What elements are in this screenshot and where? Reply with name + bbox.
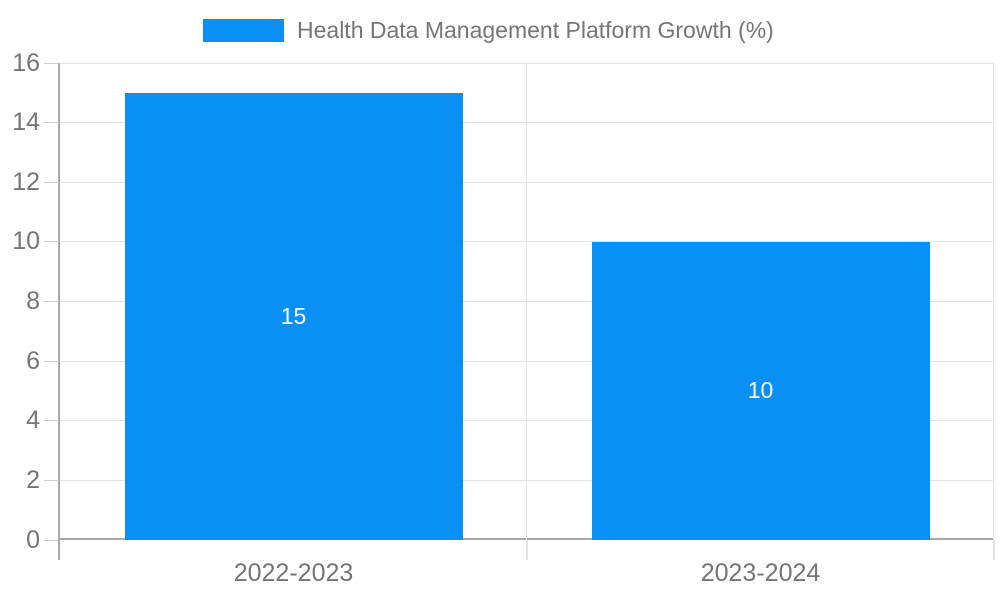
y-axis-tick: [44, 360, 59, 362]
y-axis-tick-label: 16: [12, 48, 40, 77]
y-axis-tick-label: 4: [26, 406, 40, 435]
y-axis-tick: [44, 301, 59, 302]
y-gridline: [60, 420, 994, 422]
y-axis-tick-label: 12: [12, 167, 40, 196]
y-axis-tick-label: 0: [26, 525, 40, 554]
category-separator-gridline: [526, 63, 527, 540]
legend-series-label: Health Data Management Platform Growth (…: [297, 17, 774, 43]
y-gridline: [60, 62, 994, 64]
y-gridline: [60, 479, 994, 481]
y-gridline: [60, 241, 994, 243]
y-axis-tick: [44, 181, 59, 183]
y-axis-tick-label: 2: [26, 465, 40, 494]
bar-value-label: 10: [747, 377, 774, 404]
y-gridline: [60, 181, 994, 183]
y-axis-tick-label: 8: [26, 287, 40, 315]
y-axis-tick-label: 10: [12, 227, 40, 256]
legend-color-swatch: [203, 19, 284, 42]
y-axis-overhang: [58, 540, 60, 560]
bar-2023-2024[interactable]: 10: [591, 241, 930, 540]
y-gridline: [60, 360, 994, 362]
x-axis-category-label: 2023-2024: [700, 559, 821, 587]
y-axis-tick: [44, 62, 59, 64]
x-axis-baseline: [60, 538, 994, 540]
bar-value-label: 15: [280, 302, 307, 329]
y-axis-tick: [44, 122, 59, 124]
x-axis-category-label: 2022-2023: [233, 559, 354, 587]
y-axis-tick: [44, 539, 59, 541]
bar-2022-2023[interactable]: 15: [124, 92, 463, 540]
y-axis-tick: [44, 241, 59, 243]
y-gridline: [60, 122, 994, 124]
y-axis-tick: [44, 420, 59, 422]
x-axis-tick: [993, 540, 995, 560]
y-axis-tick-label: 14: [12, 108, 40, 137]
x-axis-tick: [526, 540, 528, 560]
y-axis-line: [58, 63, 60, 560]
category-separator-gridline: [993, 63, 994, 540]
y-gridline: [60, 301, 994, 302]
y-axis-tick: [44, 479, 59, 481]
y-axis-tick-label: 6: [26, 346, 40, 375]
chart-legend[interactable]: Health Data Management Platform Growth (…: [203, 19, 774, 42]
